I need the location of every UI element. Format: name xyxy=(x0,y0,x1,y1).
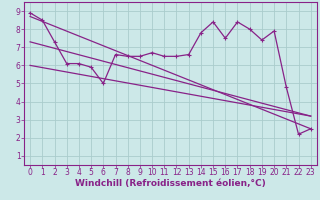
X-axis label: Windchill (Refroidissement éolien,°C): Windchill (Refroidissement éolien,°C) xyxy=(75,179,266,188)
